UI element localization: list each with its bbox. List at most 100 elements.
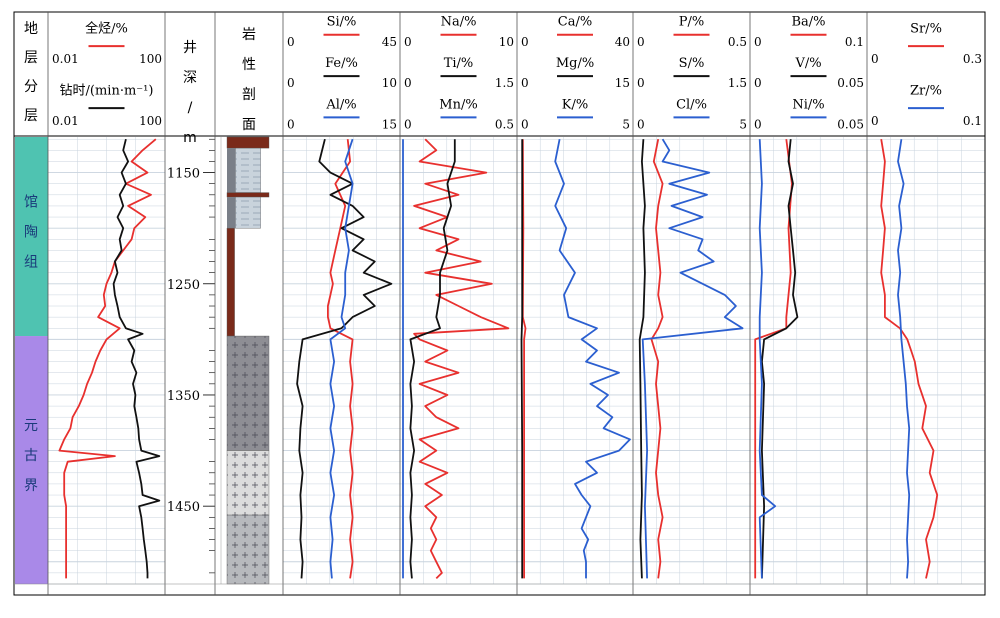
curve-mg — [520, 139, 524, 579]
litho-pattern — [227, 515, 269, 584]
scale-max: 15 — [382, 118, 397, 132]
scale-max: 1.5 — [495, 76, 514, 90]
curve-sr — [880, 139, 939, 579]
scale-min: 0 — [637, 118, 645, 132]
litho-bed — [226, 192, 270, 198]
scale-min: 0 — [754, 76, 762, 90]
series-name: P/% — [679, 15, 704, 30]
scale-max: 0.3 — [963, 52, 982, 66]
series-name: 全烃/% — [85, 20, 128, 36]
scale-max: 0.5 — [495, 118, 514, 132]
scale-max: 0.5 — [728, 35, 747, 49]
frame-layer — [13, 11, 986, 596]
litho-bed — [227, 197, 236, 229]
litho-bed — [226, 136, 270, 149]
outer-frame — [13, 11, 986, 596]
curve-s — [638, 139, 646, 579]
litho-pattern — [227, 450, 269, 516]
depth-tick-label: 1350 — [167, 389, 200, 404]
scale-max: 1.5 — [728, 76, 747, 90]
litho-bed — [227, 148, 236, 193]
litho-bed — [226, 227, 235, 337]
series-name: Ti/% — [444, 56, 474, 71]
curve-si — [327, 139, 354, 579]
series-name: Ni/% — [792, 97, 824, 112]
curve-al — [329, 138, 354, 579]
scale-max: 10 — [382, 76, 397, 90]
curve-ti — [409, 139, 456, 579]
scale-min: 0 — [871, 114, 879, 128]
scale-min: 0 — [287, 118, 295, 132]
depth-tick-label: 1250 — [167, 278, 200, 293]
series-name: Cl/% — [676, 97, 707, 112]
series-name: Ba/% — [791, 15, 825, 30]
scale-min: 0 — [404, 35, 412, 49]
curve-ca — [521, 139, 527, 579]
scale-max: 45 — [382, 35, 397, 49]
series-name: Mn/% — [439, 97, 477, 112]
lithology-column — [220, 136, 270, 585]
curve-p — [650, 139, 664, 579]
strat-header: 地层分层 — [24, 21, 38, 124]
series-name: Sr/% — [910, 21, 942, 36]
depth-tick-label: 1450 — [167, 500, 200, 515]
grid-layer — [48, 137, 985, 585]
scale-max: 0.1 — [963, 114, 982, 128]
formation-band — [15, 137, 48, 337]
series-name: Fe/% — [325, 56, 358, 71]
curve-fe — [296, 138, 393, 579]
curve- — [58, 138, 157, 579]
scale-min: 0 — [637, 35, 645, 49]
formation-band — [15, 336, 48, 584]
scale-max: 10 — [499, 35, 514, 49]
curves-layer — [58, 138, 939, 580]
curve-zr — [897, 139, 911, 579]
scale-min: 0.01 — [52, 114, 79, 128]
series-name: Zr/% — [910, 83, 942, 98]
series-name: Ca/% — [558, 15, 592, 30]
series-name: K/% — [562, 97, 588, 112]
scale-min: 0 — [287, 76, 295, 90]
formation-label: 馆陶组 — [24, 195, 38, 271]
litho-pattern — [235, 148, 261, 193]
scale-min: 0 — [404, 76, 412, 90]
scale-max: 5 — [622, 118, 630, 132]
series-name: Al/% — [325, 97, 356, 112]
series-name: Na/% — [441, 15, 477, 30]
curve-ni — [758, 139, 777, 579]
depth-tick-label: 1150 — [167, 167, 200, 182]
depth-header: 井深/m — [183, 40, 197, 146]
scale-min: 0 — [754, 118, 762, 132]
series-name: Si/% — [327, 15, 357, 30]
scale-max: 5 — [739, 118, 747, 132]
scale-max: 100 — [139, 52, 162, 66]
curve-cl — [641, 138, 744, 579]
litho-header: 岩性剖面 — [242, 27, 256, 133]
formation-label: 元古界 — [24, 418, 38, 494]
scale-min: 0 — [754, 35, 762, 49]
scale-min: 0 — [404, 118, 412, 132]
scale-min: 0 — [287, 35, 295, 49]
scale-min: 0.01 — [52, 52, 79, 66]
scale-min: 0 — [637, 76, 645, 90]
scale-max: 0.05 — [837, 118, 864, 132]
scale-min: 0 — [521, 76, 529, 90]
series-name: V/% — [794, 56, 821, 71]
curve-v — [761, 139, 799, 579]
scale-max: 100 — [139, 114, 162, 128]
scale-max: 40 — [615, 35, 630, 49]
scale-max: 15 — [615, 76, 630, 90]
scale-min: 0 — [871, 52, 879, 66]
scale-min: 0 — [521, 35, 529, 49]
scale-min: 0 — [521, 118, 529, 132]
curve-k — [554, 139, 631, 579]
scale-max: 0.05 — [837, 76, 864, 90]
series-name: 钻时/(min·m⁻¹) — [60, 83, 154, 98]
litho-pattern — [235, 197, 261, 229]
litho-pattern — [227, 336, 269, 451]
scale-max: 0.1 — [845, 35, 864, 49]
series-name: S/% — [679, 56, 705, 71]
